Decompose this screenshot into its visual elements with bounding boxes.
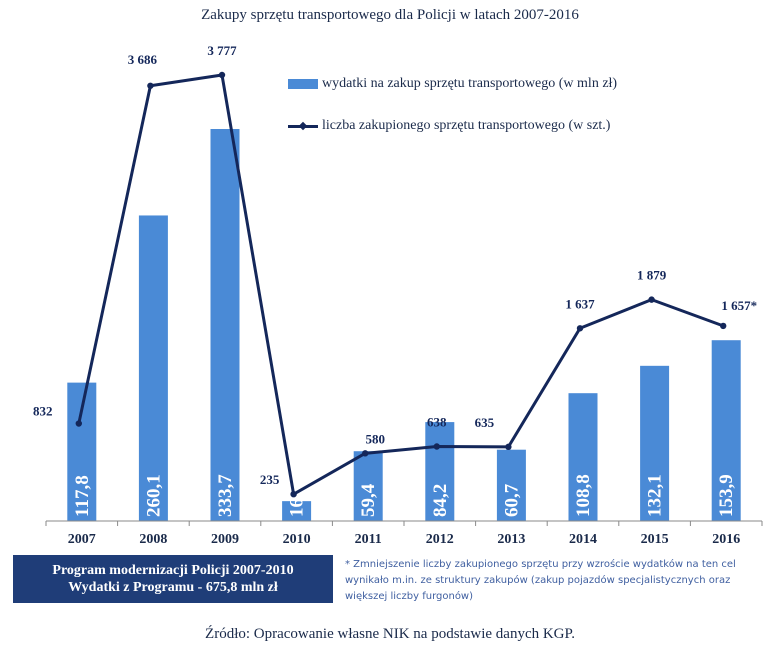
legend-item-line: liczba zakupionego sprzętu transportoweg… bbox=[288, 118, 610, 134]
line-series bbox=[77, 73, 724, 496]
line-value-label: 1 657* bbox=[721, 298, 757, 313]
legend-line-swatch bbox=[288, 121, 318, 131]
line-value-label: 635 bbox=[475, 415, 495, 430]
bar-2012 bbox=[425, 422, 455, 521]
x-tick-label: 2015 bbox=[641, 532, 669, 547]
chart-title: Zakupy sprzętu transportowego dla Policj… bbox=[201, 7, 579, 23]
bar-value-label: 153,9 bbox=[716, 474, 737, 517]
legend-item-bars: wydatki na zakup sprzętu transportowego … bbox=[288, 76, 617, 92]
program-box-line2: Wydatki z Programu - 675,8 mln zł bbox=[68, 580, 278, 595]
bar-value-label: 84,2 bbox=[430, 484, 451, 517]
line-value-label: 832 bbox=[33, 404, 53, 419]
line-point bbox=[290, 490, 297, 498]
bar-value-label: 59,4 bbox=[358, 483, 379, 517]
bar-2015 bbox=[640, 365, 670, 521]
line-value-label: 3 686 bbox=[128, 52, 158, 67]
line-point bbox=[147, 82, 154, 89]
line-value-label: 1 637 bbox=[565, 296, 595, 311]
x-tick-label: 2007 bbox=[68, 532, 96, 547]
source-text: Źródło: Opracowanie własne NIK na podsta… bbox=[205, 626, 575, 642]
x-tick-label: 2010 bbox=[283, 532, 311, 547]
program-box-line1: Program modernizacji Policji 2007-2010 bbox=[52, 563, 294, 578]
x-tick-label: 2008 bbox=[139, 532, 167, 547]
line-value-label: 1 879 bbox=[637, 268, 667, 283]
line-point bbox=[576, 325, 584, 332]
line-value-label: 638 bbox=[427, 414, 447, 429]
line-value-label: 3 777 bbox=[207, 43, 237, 58]
bar-value-label: 60,7 bbox=[501, 483, 522, 517]
legend-bar-swatch bbox=[288, 79, 318, 89]
bar-value-label: 260,1 bbox=[143, 474, 164, 517]
line-point bbox=[75, 420, 83, 427]
bar-2011 bbox=[353, 451, 383, 521]
program-box: Program modernizacji Policji 2007-2010 W… bbox=[13, 555, 333, 603]
x-tick-label: 2016 bbox=[712, 532, 740, 547]
bar-value-label: 132,1 bbox=[645, 474, 666, 517]
line-value-label: 580 bbox=[365, 431, 385, 446]
bar-value-label: 108,8 bbox=[573, 474, 594, 517]
legend-label-line: liczba zakupionego sprzętu transportoweg… bbox=[322, 118, 611, 133]
legend-label-bars: wydatki na zakup sprzętu transportowego … bbox=[322, 76, 618, 91]
x-tick-label: 2012 bbox=[426, 532, 454, 547]
line-point bbox=[362, 450, 369, 457]
x-tick-label: 2011 bbox=[355, 532, 382, 547]
line-point bbox=[720, 322, 727, 330]
footnote: * Zmniejszenie liczby zakupionego sprzęt… bbox=[345, 559, 736, 602]
x-tick-label: 2013 bbox=[497, 532, 525, 547]
bar-2016 bbox=[711, 340, 741, 521]
bar-value-label: 117,8 bbox=[72, 475, 93, 517]
bar-2008 bbox=[138, 215, 168, 521]
line-value-label: 235 bbox=[260, 472, 280, 487]
bar-2010 bbox=[282, 501, 312, 521]
x-tick-label: 2014 bbox=[569, 532, 597, 547]
line-point bbox=[505, 443, 512, 451]
line-point bbox=[648, 296, 655, 303]
bar-2009 bbox=[210, 129, 240, 521]
bar-value-label: 333,7 bbox=[215, 474, 236, 517]
line-point bbox=[433, 443, 440, 450]
x-tick-label: 2009 bbox=[211, 532, 239, 547]
bar-2013 bbox=[496, 449, 526, 521]
line-point bbox=[218, 71, 226, 79]
bar-2014 bbox=[568, 393, 598, 521]
